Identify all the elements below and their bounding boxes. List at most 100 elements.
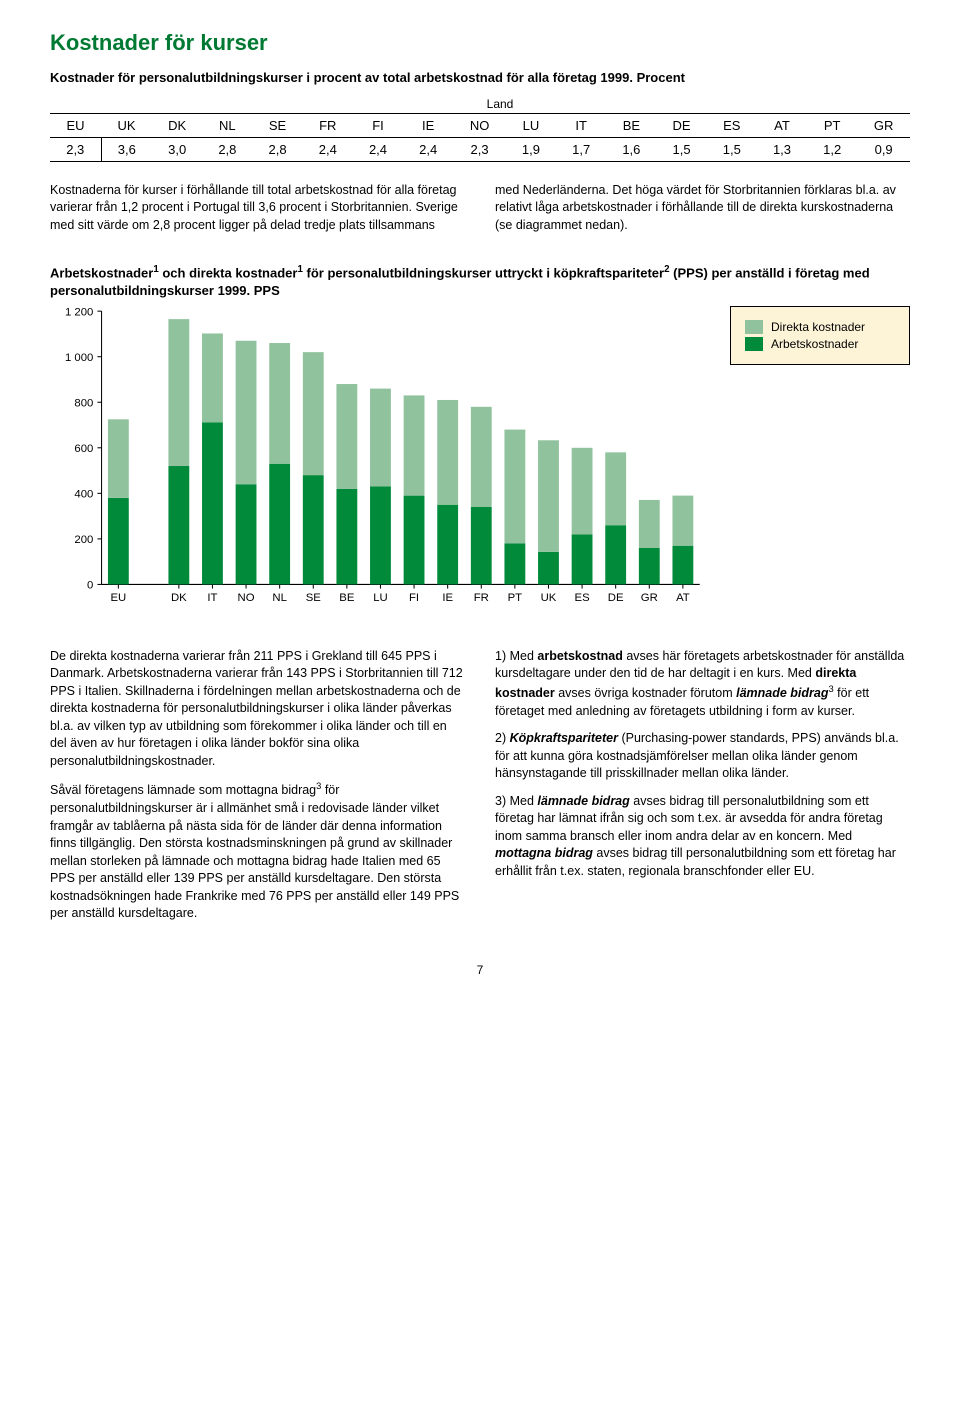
bar-EU-direkta [108, 419, 129, 498]
table-header-row: EUUKDKNLSEFRFIIENOLUITBEDEESATPTGR [50, 113, 910, 137]
bar-DK-direkta [168, 319, 189, 466]
table-col-AT: AT [757, 113, 807, 137]
bar-SE-arbets [303, 475, 324, 584]
table-cell: 1,2 [807, 137, 857, 161]
bar-AT-direkta [672, 495, 693, 545]
x-tick-label: AT [676, 591, 690, 603]
chart-canvas: 02004006008001 0001 200EUDKITNONLSEBELUF… [50, 306, 710, 620]
table-col-PT: PT [807, 113, 857, 137]
x-tick-label: DE [608, 591, 624, 603]
bar-FR-arbets [471, 507, 492, 584]
bar-GR-direkta [639, 499, 660, 547]
bottom-text: De direkta kostnaderna varierar från 211… [50, 648, 910, 933]
bottom-left-p1: De direkta kostnaderna varierar från 211… [50, 648, 465, 771]
table-col-DK: DK [152, 113, 202, 137]
bar-UK-direkta [538, 440, 559, 552]
table-col-EU: EU [50, 113, 101, 137]
table-cell: 1,5 [707, 137, 757, 161]
table-supheader: Land [50, 97, 910, 111]
bar-UK-arbets [538, 551, 559, 584]
chart-title: Arbetskostnader1 och direkta kostnader1 … [50, 264, 910, 299]
table-cell: 2,8 [202, 137, 252, 161]
table-col-GR: GR [857, 113, 910, 137]
bottom-left-col: De direkta kostnaderna varierar från 211… [50, 648, 465, 933]
table-cell: 1,7 [556, 137, 606, 161]
legend-label: Direkta kostnader [771, 320, 865, 334]
bar-IE-arbets [437, 504, 458, 584]
bar-DE-direkta [605, 452, 626, 525]
legend-item: Arbetskostnader [745, 337, 895, 351]
table-cell: 0,9 [857, 137, 910, 161]
table-cell: 2,3 [50, 137, 101, 161]
legend-swatch [745, 337, 763, 351]
table-cell: 3,0 [152, 137, 202, 161]
table-col-SE: SE [252, 113, 302, 137]
y-tick-label: 1 200 [65, 306, 93, 318]
bar-SE-direkta [303, 352, 324, 475]
page-subtitle: Kostnader för personalutbildningskurser … [50, 70, 910, 87]
footnote-3: 3) Med lämnade bidrag avses bidrag till … [495, 793, 910, 881]
bar-DK-arbets [168, 466, 189, 584]
bar-GR-arbets [639, 548, 660, 584]
bar-NO-arbets [236, 484, 257, 584]
x-tick-label: IE [442, 591, 453, 603]
bottom-right-col: 1) Med arbetskostnad avses här företaget… [495, 648, 910, 933]
legend-label: Arbetskostnader [771, 337, 858, 351]
data-table: EUUKDKNLSEFRFIIENOLUITBEDEESATPTGR 2,33,… [50, 113, 910, 162]
y-tick-label: 200 [74, 534, 93, 546]
bar-IT-arbets [202, 422, 223, 584]
footnote-2: 2) Köpkraftspariteter (Purchasing-power … [495, 730, 910, 783]
y-tick-label: 1 000 [65, 351, 93, 363]
bar-ES-direkta [572, 447, 593, 534]
x-tick-label: GR [641, 591, 658, 603]
x-tick-label: BE [339, 591, 355, 603]
table-row: 2,33,63,02,82,82,42,42,42,31,91,71,61,51… [50, 137, 910, 161]
footnote-1: 1) Med arbetskostnad avses här företaget… [495, 648, 910, 720]
x-tick-label: ES [575, 591, 591, 603]
table-cell: 2,3 [453, 137, 506, 161]
table-col-NL: NL [202, 113, 252, 137]
x-tick-label: EU [110, 591, 126, 603]
table-cell: 2,4 [353, 137, 403, 161]
table-col-NO: NO [453, 113, 506, 137]
page-title: Kostnader för kurser [50, 30, 910, 56]
bar-AT-arbets [672, 545, 693, 584]
cost-table: Land EUUKDKNLSEFRFIIENOLUITBEDEESATPTGR … [50, 97, 910, 162]
intro-right: med Nederländerna. Det höga värdet för S… [495, 182, 910, 235]
table-col-DE: DE [656, 113, 706, 137]
bar-BE-direkta [336, 384, 357, 489]
page-number: 7 [50, 963, 910, 977]
table-col-IT: IT [556, 113, 606, 137]
intro-left: Kostnaderna för kurser i förhållande til… [50, 182, 465, 235]
table-col-IE: IE [403, 113, 453, 137]
table-cell: 2,4 [303, 137, 353, 161]
y-tick-label: 400 [74, 488, 93, 500]
table-cell: 2,4 [403, 137, 453, 161]
y-tick-label: 600 [74, 442, 93, 454]
bar-ES-arbets [572, 534, 593, 584]
x-tick-label: UK [541, 591, 557, 603]
table-cell: 1,3 [757, 137, 807, 161]
x-tick-label: NO [238, 591, 255, 603]
bar-LU-arbets [370, 486, 391, 584]
bar-DE-arbets [605, 525, 626, 584]
bar-NO-direkta [236, 340, 257, 483]
bar-PT-direkta [504, 429, 525, 543]
bar-chart-svg: 02004006008001 0001 200EUDKITNONLSEBELUF… [50, 306, 710, 615]
table-cell: 2,8 [252, 137, 302, 161]
x-tick-label: IT [207, 591, 217, 603]
x-tick-label: PT [508, 591, 523, 603]
table-col-ES: ES [707, 113, 757, 137]
bar-NL-direkta [269, 343, 290, 464]
table-col-FI: FI [353, 113, 403, 137]
bar-FR-direkta [471, 406, 492, 506]
legend-item: Direkta kostnader [745, 320, 895, 334]
bar-FI-direkta [404, 395, 425, 495]
chart-legend: Direkta kostnader Arbetskostnader [730, 306, 910, 365]
table-col-FR: FR [303, 113, 353, 137]
bar-FI-arbets [404, 495, 425, 584]
bar-BE-arbets [336, 488, 357, 584]
table-col-LU: LU [506, 113, 556, 137]
x-tick-label: SE [306, 591, 322, 603]
bar-PT-arbets [504, 543, 525, 584]
